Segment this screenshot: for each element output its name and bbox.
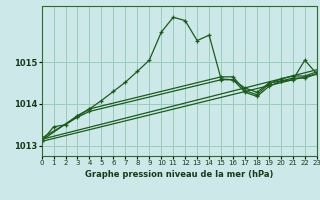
X-axis label: Graphe pression niveau de la mer (hPa): Graphe pression niveau de la mer (hPa) <box>85 170 273 179</box>
